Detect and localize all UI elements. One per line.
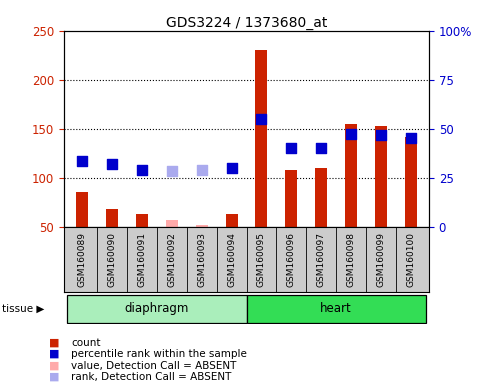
Text: GSM160092: GSM160092 — [167, 232, 176, 287]
Text: percentile rank within the sample: percentile rank within the sample — [71, 349, 247, 359]
Bar — [76, 192, 88, 227]
Text: GSM160089: GSM160089 — [77, 232, 87, 287]
Bar — [255, 50, 267, 227]
Text: GSM160099: GSM160099 — [377, 232, 386, 287]
Point — [78, 158, 86, 164]
Title: GDS3224 / 1373680_at: GDS3224 / 1373680_at — [166, 16, 327, 30]
Text: diaphragm: diaphragm — [125, 302, 189, 315]
Text: GSM160098: GSM160098 — [347, 232, 355, 287]
Text: GSM160094: GSM160094 — [227, 232, 236, 287]
Point — [138, 167, 146, 173]
Text: GSM160093: GSM160093 — [197, 232, 206, 287]
Point — [347, 131, 355, 137]
Point — [407, 136, 415, 142]
Point — [228, 165, 236, 171]
FancyBboxPatch shape — [67, 295, 246, 323]
Point — [377, 132, 385, 139]
Point — [198, 167, 206, 173]
Text: GSM160090: GSM160090 — [107, 232, 116, 287]
Text: value, Detection Call = ABSENT: value, Detection Call = ABSENT — [71, 361, 237, 371]
Text: GSM160095: GSM160095 — [257, 232, 266, 287]
Bar — [166, 220, 177, 227]
Text: GSM160096: GSM160096 — [287, 232, 296, 287]
Text: rank, Detection Call = ABSENT: rank, Detection Call = ABSENT — [71, 372, 232, 382]
Bar — [106, 209, 118, 227]
Text: GSM160091: GSM160091 — [138, 232, 146, 287]
Text: ■: ■ — [49, 361, 60, 371]
Text: count: count — [71, 338, 101, 348]
Bar — [226, 214, 238, 227]
Bar — [196, 225, 208, 227]
Point — [317, 145, 325, 151]
Bar — [375, 126, 387, 227]
Text: ■: ■ — [49, 372, 60, 382]
Text: ■: ■ — [49, 338, 60, 348]
Point — [168, 168, 176, 174]
Bar — [285, 170, 297, 227]
Point — [287, 145, 295, 151]
Bar — [345, 124, 357, 227]
Text: GSM160097: GSM160097 — [317, 232, 326, 287]
Text: ■: ■ — [49, 349, 60, 359]
Text: tissue ▶: tissue ▶ — [2, 304, 45, 314]
Bar — [405, 137, 417, 227]
Text: GSM160100: GSM160100 — [406, 232, 416, 287]
Point — [108, 161, 116, 167]
FancyBboxPatch shape — [246, 295, 426, 323]
Bar — [136, 214, 148, 227]
Text: heart: heart — [320, 302, 352, 315]
Point — [257, 116, 265, 122]
Bar — [316, 168, 327, 227]
